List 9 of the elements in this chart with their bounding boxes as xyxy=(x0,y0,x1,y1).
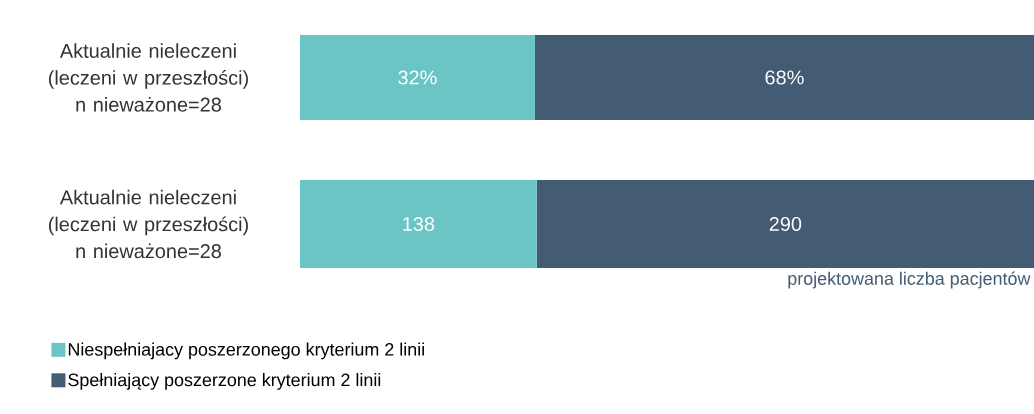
data-label: 32% xyxy=(398,70,437,85)
y-tick-label: Aktualnie nieleczeni (leczeni w przeszłości) n nieważone=28 xyxy=(48,43,248,112)
legend-label: Niespełniajacy poszerzonego kryterium 2 linii xyxy=(68,342,424,360)
y-tick-label: Aktualnie nieleczeni (leczeni w przeszłości) n nieważone=28 xyxy=(48,189,248,259)
legend-label: Spełniający poszerzone kryterium 2 linii xyxy=(68,373,381,390)
text: projektowana liczba pacjentów xyxy=(788,271,1031,289)
data-label: 138 xyxy=(403,216,435,232)
data-label: 290 xyxy=(769,216,802,232)
data-label: 68% xyxy=(765,70,804,85)
